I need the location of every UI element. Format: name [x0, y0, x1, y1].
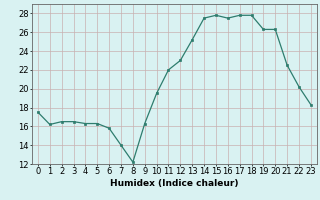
X-axis label: Humidex (Indice chaleur): Humidex (Indice chaleur)	[110, 179, 239, 188]
